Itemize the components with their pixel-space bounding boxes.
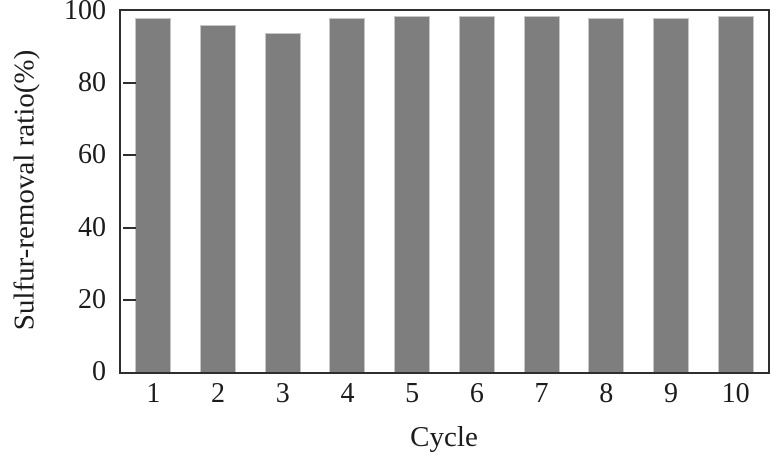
x-tick-label-5: 5 xyxy=(405,378,420,409)
x-tick-label-7: 7 xyxy=(534,378,549,409)
x-tick-label-1: 1 xyxy=(146,378,161,409)
bar-cycle-4 xyxy=(329,18,366,372)
y-tick-label-40: 40 xyxy=(78,211,106,243)
bar-cycle-1 xyxy=(135,18,172,372)
x-tick-label-6: 6 xyxy=(469,378,484,409)
bar-cycle-7 xyxy=(523,16,560,372)
y-tick-mark-40 xyxy=(123,226,136,229)
bar-cycle-8 xyxy=(588,18,625,372)
y-tick-label-0: 0 xyxy=(92,356,106,387)
x-tick-label-10: 10 xyxy=(721,378,750,409)
plot-area xyxy=(119,9,770,374)
y-tick-label-100: 100 xyxy=(64,0,106,26)
y-tick-mark-60 xyxy=(123,154,136,157)
y-tick-label-20: 20 xyxy=(78,283,106,315)
y-tick-mark-20 xyxy=(123,298,136,301)
x-tick-label-2: 2 xyxy=(211,378,226,409)
x-tick-label-3: 3 xyxy=(275,378,290,409)
y-tick-label-80: 80 xyxy=(78,67,106,99)
x-tick-label-9: 9 xyxy=(663,378,678,409)
x-tick-label-8: 8 xyxy=(599,378,614,409)
x-axis-label: Cycle xyxy=(410,421,478,453)
bar-cycle-10 xyxy=(717,16,754,372)
bar-cycle-3 xyxy=(264,32,301,372)
y-tick-mark-80 xyxy=(123,82,136,85)
bar-cycle-9 xyxy=(652,18,689,372)
bar-cycle-5 xyxy=(394,16,431,372)
bar-cycle-2 xyxy=(200,25,237,372)
y-tick-label-60: 60 xyxy=(78,139,106,171)
bar-cycle-6 xyxy=(458,16,495,372)
x-tick-label-4: 4 xyxy=(340,378,355,409)
